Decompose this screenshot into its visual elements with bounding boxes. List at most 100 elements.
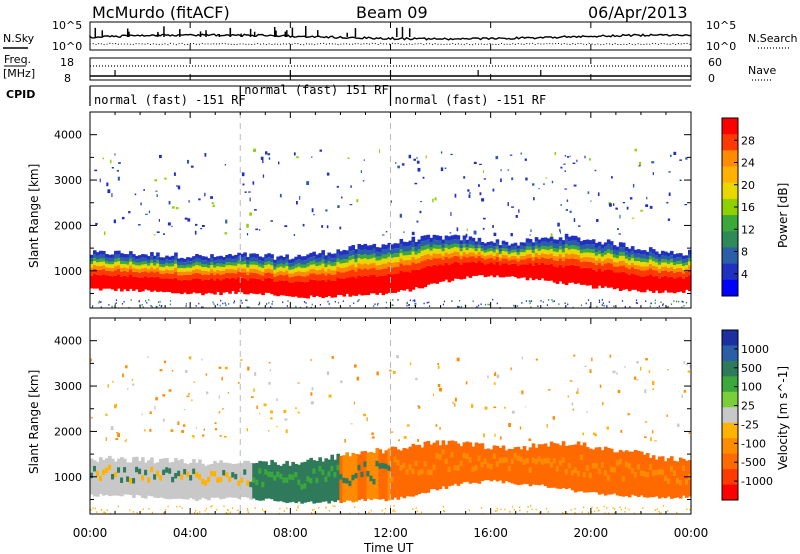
velocity-echo-cell	[147, 477, 151, 483]
power-echo-cell	[258, 274, 262, 280]
power-echo-cell	[354, 278, 359, 296]
power-echo-cell	[228, 273, 232, 279]
velocity-echo-cell	[261, 481, 265, 488]
velocity-echo-cell	[651, 455, 656, 498]
power-echo-cell	[147, 262, 151, 266]
power-echo-cell	[411, 262, 416, 270]
velocity-scatter-echo	[415, 377, 418, 381]
colorbar-tick-label: 25	[741, 400, 755, 413]
power-echo-cell	[255, 269, 259, 274]
power-echo-cell	[378, 247, 383, 253]
power-echo-cell	[204, 256, 208, 261]
power-echo-cell	[168, 263, 172, 267]
power-echo-cell	[408, 254, 413, 261]
power-near-range-echo	[159, 301, 161, 303]
velocity-echo-cell	[168, 462, 172, 500]
power-near-range-echo	[530, 306, 532, 308]
velocity-near-range-echo	[199, 511, 201, 513]
velocity-near-range-echo	[494, 510, 496, 512]
power-echo-cell	[156, 267, 160, 272]
power-echo-cell	[393, 253, 398, 258]
power-echo-cell	[207, 271, 211, 275]
power-echo-cell	[549, 253, 554, 258]
power-echo-cell	[114, 262, 118, 267]
power-echo-cell	[165, 262, 169, 266]
power-echo-cell	[531, 256, 536, 261]
velocity-echo-cell	[378, 449, 383, 500]
velocity-near-range-echo	[443, 510, 445, 513]
velocity-echo-cell	[294, 471, 298, 478]
power-near-range-echo	[621, 300, 624, 302]
power-echo-cell	[210, 261, 214, 266]
power-echo-cell	[198, 273, 202, 279]
velocity-echo-cell	[162, 458, 166, 499]
power-echo-cell	[537, 247, 542, 251]
power-near-range-echo	[489, 303, 491, 306]
velocity-scatter-echo	[589, 369, 592, 374]
power-echo-cell	[603, 254, 608, 260]
power-echo-cell	[582, 252, 587, 258]
velocity-scatter-echo	[586, 411, 588, 413]
velocity-near-range-echo	[500, 508, 502, 511]
power-echo-cell	[282, 280, 286, 296]
velocity-near-range-echo	[312, 509, 314, 511]
colorbar-swatch	[722, 231, 738, 248]
power-echo-cell	[456, 256, 461, 263]
power-echo-cell	[324, 267, 328, 272]
velocity-echo-cell	[378, 463, 383, 469]
power-echo-cell	[654, 251, 659, 256]
power-echo-cell	[279, 274, 283, 281]
power-echo-cell	[330, 274, 334, 281]
power-near-range-echo	[645, 300, 647, 302]
power-echo-cell	[285, 274, 289, 281]
power-echo-cell	[171, 279, 175, 294]
power-echo-cell	[96, 266, 100, 270]
velocity-echo-cell	[210, 464, 214, 498]
velocity-scatter-echo	[454, 403, 456, 407]
velocity-near-range-echo	[587, 511, 589, 514]
power-echo-cell	[408, 272, 413, 292]
power-scatter-echo	[336, 185, 339, 188]
power-echo-cell	[258, 263, 262, 267]
power-echo-cell	[168, 260, 172, 264]
velocity-scatter-echo	[521, 356, 523, 360]
power-echo-cell	[429, 242, 434, 248]
velocity-echo-cell	[438, 454, 443, 460]
power-echo-cell	[414, 269, 419, 288]
power-echo-cell	[603, 269, 608, 287]
velocity-near-range-echo	[628, 508, 630, 511]
power-echo-cell	[255, 273, 259, 279]
power-echo-cell	[636, 260, 641, 266]
velocity-echo-cell	[510, 458, 515, 465]
power-echo-cell	[183, 262, 187, 266]
velocity-echo-cell	[102, 469, 106, 476]
power-echo-cell	[684, 264, 689, 269]
y-tick-label: 3000	[54, 380, 82, 393]
power-echo-cell	[369, 275, 374, 294]
power-echo-cell	[261, 280, 265, 296]
power-echo-cell	[156, 260, 160, 264]
power-echo-cell	[144, 254, 148, 258]
power-scatter-echo	[463, 176, 466, 179]
power-echo-cell	[129, 251, 133, 255]
velocity-near-range-echo	[519, 506, 521, 508]
power-echo-cell	[165, 265, 169, 270]
power-echo-cell	[558, 249, 563, 255]
power-echo-cell	[477, 237, 482, 242]
power-echo-cell	[345, 250, 350, 255]
power-echo-cell	[423, 254, 428, 261]
power-echo-cell	[432, 234, 437, 240]
power-echo-cell	[330, 258, 334, 263]
power-echo-cell	[291, 258, 295, 263]
power-echo-cell	[651, 253, 656, 258]
power-echo-cell	[147, 272, 151, 278]
velocity-echo-cell	[150, 466, 154, 473]
power-scatter-echo	[481, 198, 485, 202]
power-echo-cell	[336, 266, 341, 272]
power-echo-cell	[654, 275, 659, 291]
velocity-echo-cell	[144, 462, 148, 499]
power-echo-cell	[396, 261, 401, 267]
velocity-echo-cell	[606, 447, 611, 495]
power-echo-cell	[651, 276, 656, 293]
power-echo-cell	[606, 262, 611, 270]
